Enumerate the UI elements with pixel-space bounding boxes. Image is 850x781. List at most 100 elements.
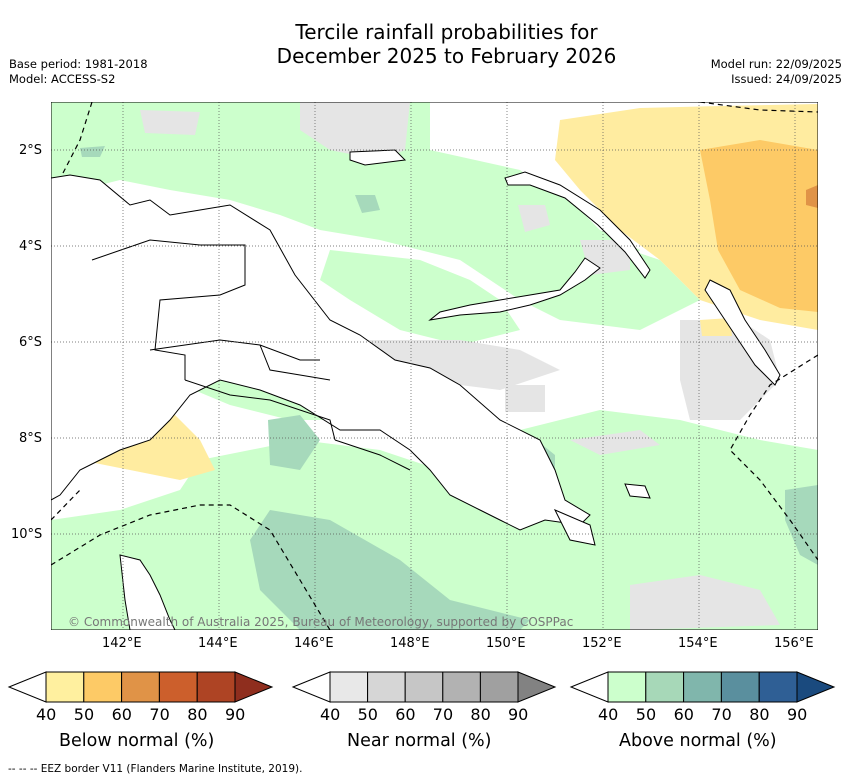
near-region-north (300, 102, 410, 160)
border-gulf (334, 439, 411, 471)
near-region-southeast (630, 575, 780, 630)
below60-northeast (806, 185, 818, 208)
lon-label: 144°E (198, 636, 238, 651)
colorbar-above-tick: 50 (635, 705, 657, 724)
colorbar-below-tick: 80 (187, 705, 208, 724)
near-region-se2 (570, 430, 660, 455)
above-region-south (51, 410, 818, 630)
lon-label: 154°E (678, 636, 718, 651)
new-ireland (504, 171, 651, 279)
above50-nw-patch (80, 146, 105, 157)
colorbar-above-low-extend (569, 671, 609, 703)
colorbar-below-tick: 60 (111, 705, 132, 724)
province-borders (91, 239, 411, 471)
above50-gulf (268, 415, 320, 470)
colorbar-near-tick: 90 (508, 705, 529, 724)
lon-label: 152°E (582, 636, 622, 651)
colorbar-above-tick: 70 (711, 705, 732, 724)
lat-label: 6°S (19, 335, 43, 350)
colorbar-title-near: Near normal (%) (347, 731, 492, 751)
colorbar-near-tick: 40 (320, 705, 341, 724)
near-region-northwest (140, 110, 200, 135)
near-region-mid (505, 385, 545, 412)
colorbar-near-swatch (479, 671, 519, 703)
lat-label: 8°S (19, 431, 43, 446)
colorbar-near-high-extend (517, 671, 557, 703)
lat-label: 10°S (11, 527, 43, 542)
woodlark (553, 509, 596, 546)
colorbar-above-swatch (758, 671, 798, 703)
title-line-1: Tercile rainfall probabilities for (295, 20, 598, 44)
eez-footnote: -- -- -- EEZ border V11 (Flanders Marine… (8, 763, 303, 775)
colorbar-above-swatch (645, 671, 685, 703)
above50-south-large (250, 510, 530, 630)
run-info: Model run: 22/09/2025 Issued: 24/09/2025 (711, 57, 842, 87)
rossel-islands (624, 483, 651, 499)
below40-patch (700, 318, 732, 336)
colorbar-near-swatch (404, 671, 444, 703)
colorbar-below-tick: 50 (73, 705, 95, 724)
lon-label: 150°E (486, 636, 526, 651)
bougainville (704, 279, 781, 386)
base-period: Base period: 1981-2018 (9, 57, 148, 71)
colorbars (7, 671, 836, 703)
lon-label: 148°E (390, 636, 430, 651)
lat-label: 2°S (19, 143, 43, 158)
model-run: Model run: 22/09/2025 (710, 57, 842, 71)
colorbar-below-swatch (45, 671, 85, 703)
colorbar-above-tick: 80 (749, 705, 770, 724)
colorbar-near-low-extend (291, 671, 331, 703)
colorbar-below-tick: 40 (36, 705, 57, 724)
title-line-2: December 2025 to February 2026 (276, 44, 617, 68)
colorbar-below-swatch (196, 671, 236, 703)
lat-label: 4°S (19, 239, 43, 254)
cape-york (119, 554, 176, 630)
new-britain (428, 257, 601, 321)
colorbar-near-tick: 70 (432, 705, 454, 724)
map-title: Tercile rainfall probabilities for Decem… (0, 20, 850, 68)
colorbar-below-low-extend (7, 671, 47, 703)
above50-east (785, 485, 818, 565)
colorbar-above-swatch (683, 671, 722, 703)
above-region-northwest (51, 102, 700, 330)
above-region-central-north (320, 250, 520, 345)
colorbar-near-swatch (442, 671, 481, 703)
colorbar-below-high-extend (234, 671, 274, 703)
above50-north-blob (355, 195, 380, 213)
colorbar-above-tick: 90 (787, 705, 808, 724)
colorbar-above-high-extend (796, 671, 836, 703)
colorbar-near-swatch (329, 671, 369, 703)
colorbar-near-tick: 80 (470, 705, 491, 724)
colorbar-title-below: Below normal (%) (59, 731, 215, 751)
land-masses (51, 149, 781, 630)
colorbar-above-tick: 40 (598, 705, 619, 724)
near-region-island (518, 205, 550, 232)
model-info: Base period: 1981-2018 Model: ACCESS-S2 (9, 57, 148, 87)
border-west (91, 239, 246, 380)
colorbar-above-tick: 60 (673, 705, 694, 724)
colorbar-below-swatch (121, 671, 160, 703)
colorbar-below-swatch (83, 671, 123, 703)
colorbar-above-swatch (720, 671, 760, 703)
eez-borders (51, 102, 818, 630)
colorbar-near-swatch (367, 671, 406, 703)
border-south (184, 379, 336, 441)
near-normal-regions (140, 102, 780, 630)
colorbar-near-tick: 60 (395, 705, 416, 724)
border-highlands (259, 344, 331, 381)
lon-label: 142°E (102, 636, 142, 651)
rainfall-probability-map: © Commonwealth of Australia 2025, Bureau… (51, 102, 818, 630)
colorbar-below-swatch (158, 671, 198, 703)
lon-label: 146°E (294, 636, 334, 651)
model-name: Model: ACCESS-S2 (9, 72, 116, 86)
colorbar-near-tick: 50 (357, 705, 378, 724)
graticule (51, 102, 818, 630)
copyright-text: © Commonwealth of Australia 2025, Bureau… (68, 615, 573, 629)
issued-date: Issued: 24/09/2025 (731, 72, 842, 86)
colorbar-above-swatch (607, 671, 647, 703)
colorbar-below-tick: 90 (225, 705, 246, 724)
colorbar-below-tick: 70 (149, 705, 170, 724)
below50-northeast (700, 140, 818, 312)
colorbar-title-above: Above normal (%) (619, 731, 777, 751)
lon-label: 156°E (774, 636, 814, 651)
